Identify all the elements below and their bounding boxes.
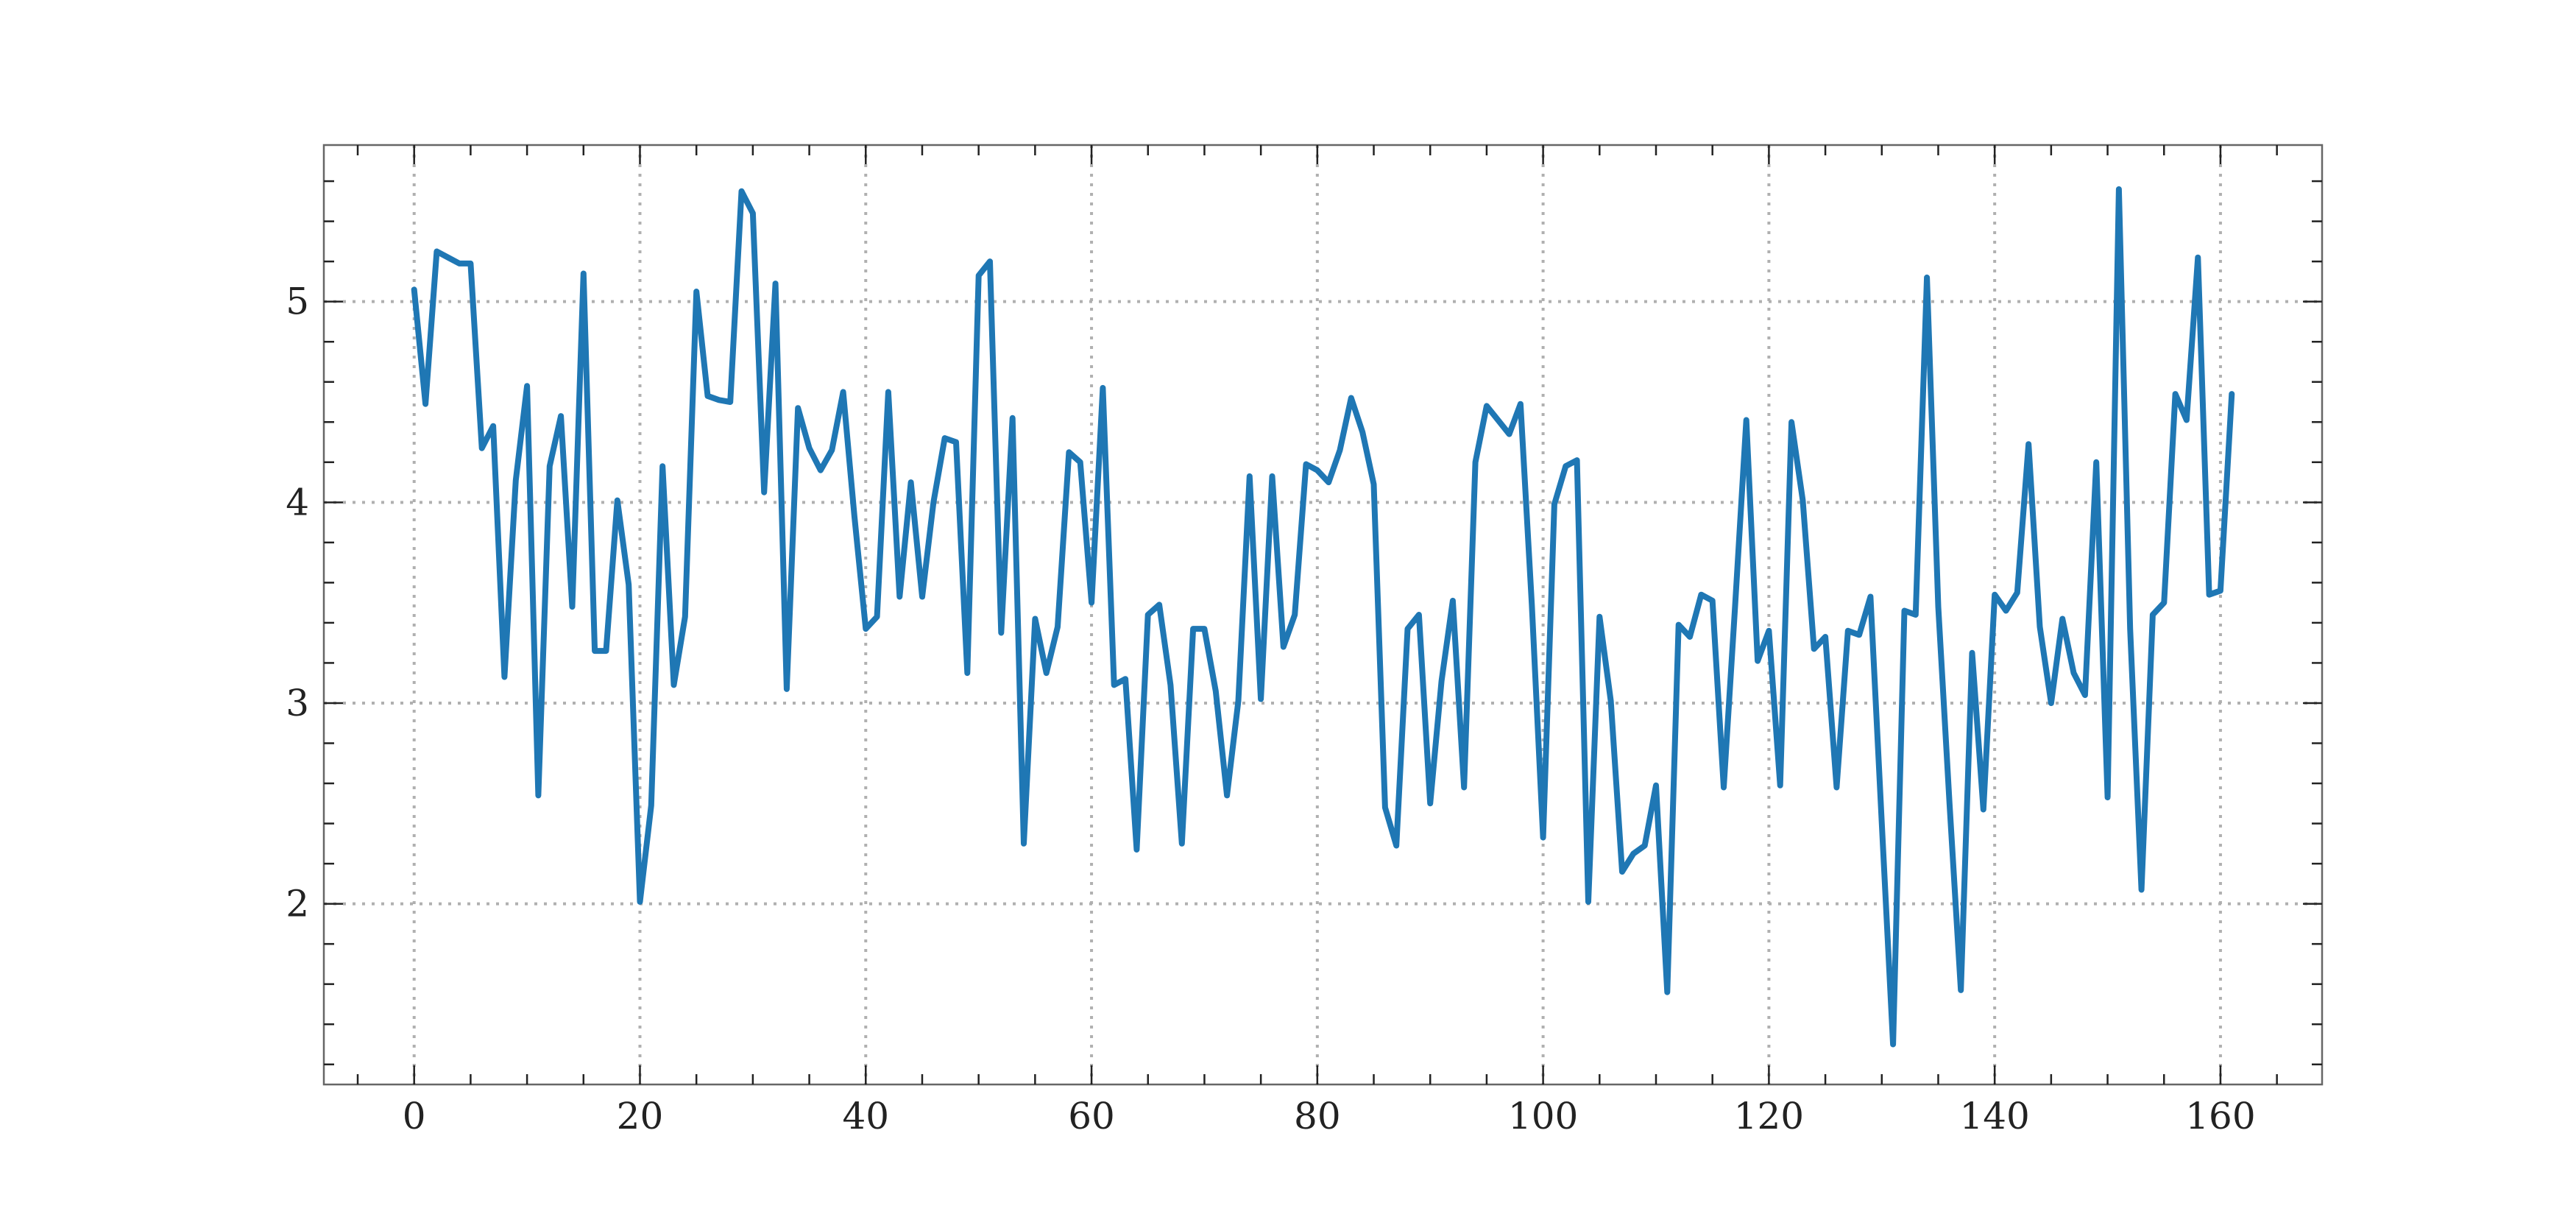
x-tick-label: 40	[842, 1095, 889, 1137]
data-series-line	[411, 186, 2235, 1048]
x-tick-label: 20	[617, 1095, 664, 1137]
y-tick-label: 3	[286, 682, 309, 724]
y-tick-label: 2	[286, 883, 309, 925]
y-tick-label: 5	[286, 281, 309, 323]
x-tick-label: 100	[1508, 1095, 1578, 1137]
y-tick-labels: 2 3 4 5	[286, 281, 309, 925]
x-tick-label: 140	[1959, 1095, 2029, 1137]
x-tick-labels: 0 20 40 60 80 100 120 140 160	[403, 1095, 2256, 1137]
grid-lines	[324, 145, 2322, 1084]
x-tick-label: 60	[1068, 1095, 1115, 1137]
x-tick-label: 120	[1734, 1095, 1804, 1137]
x-tick-label: 0	[403, 1095, 426, 1137]
axis-ticks	[324, 145, 2322, 1084]
series-lines	[411, 186, 2235, 1048]
x-tick-label: 80	[1294, 1095, 1341, 1137]
y-tick-label: 4	[286, 481, 309, 523]
x-tick-label: 160	[2185, 1095, 2255, 1137]
plot-frame	[322, 144, 2324, 1086]
